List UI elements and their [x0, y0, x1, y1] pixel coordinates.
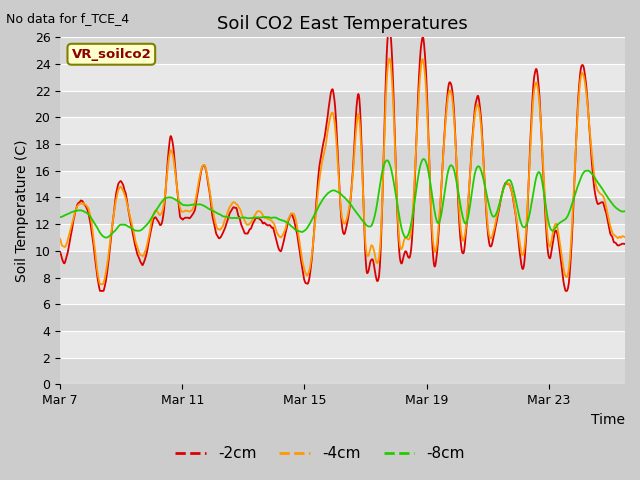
Text: No data for f_TCE_4: No data for f_TCE_4 [6, 12, 129, 25]
Bar [60, 144, 625, 171]
Bar [60, 304, 625, 331]
Text: VR_soilco2: VR_soilco2 [72, 48, 151, 61]
Bar [60, 358, 625, 384]
Bar [60, 91, 625, 118]
Bar [60, 331, 625, 358]
Bar [60, 197, 625, 224]
Title: Soil CO2 East Temperatures: Soil CO2 East Temperatures [217, 15, 468, 33]
Bar [60, 277, 625, 304]
Bar [60, 171, 625, 197]
Y-axis label: Soil Temperature (C): Soil Temperature (C) [15, 140, 29, 282]
Bar [60, 224, 625, 251]
X-axis label: Time: Time [591, 413, 625, 427]
Bar [60, 64, 625, 91]
Bar [60, 118, 625, 144]
Bar [60, 251, 625, 277]
Bar [60, 37, 625, 64]
Legend: -2cm, -4cm, -8cm: -2cm, -4cm, -8cm [169, 440, 471, 468]
